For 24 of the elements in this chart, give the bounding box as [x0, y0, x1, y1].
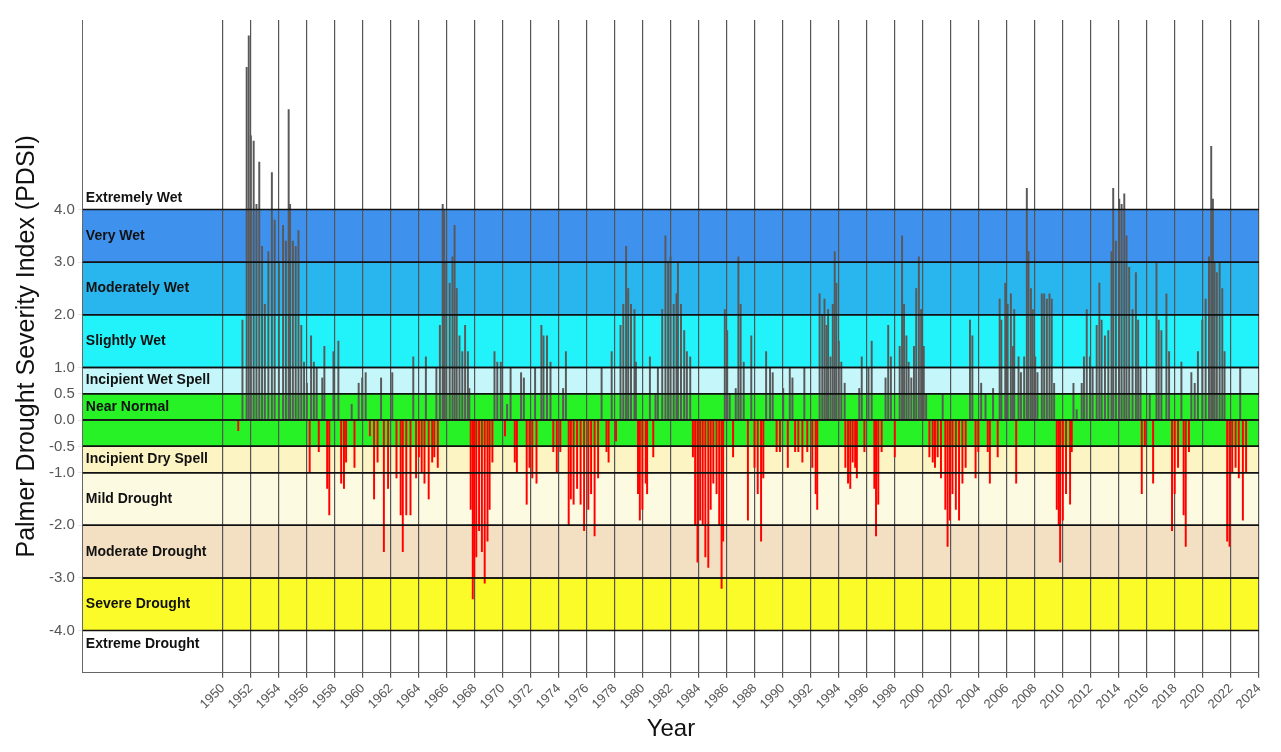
y-tick-label: -3.0 — [48, 568, 75, 586]
band-label: Incipient Dry Spell — [85, 450, 208, 467]
y-axis-title: Palmer Drought Severity Index (PDSI) — [10, 135, 39, 558]
band-label: Slightly Wet — [85, 331, 167, 348]
y-tick-label: 2.0 — [53, 304, 75, 322]
y-tick-label: 4.0 — [53, 199, 75, 217]
y-tick-label: -2.0 — [48, 515, 75, 533]
band-label: Incipient Wet Spell — [85, 371, 211, 388]
y-tick-label: 1.0 — [53, 357, 75, 375]
y-tick-label: 0.5 — [53, 383, 75, 401]
annotation: Extremely Wet — [85, 189, 183, 206]
y-tick-label: 0.0 — [53, 410, 75, 428]
y-tick-label: -0.5 — [48, 436, 75, 454]
band-label: Moderate Drought — [85, 542, 207, 559]
band-label: Moderately Wet — [85, 279, 190, 296]
y-tick-label: 3.0 — [53, 252, 75, 270]
band-label: Very Wet — [85, 226, 146, 243]
annotation: Extreme Drought — [85, 635, 200, 652]
y-tick-label: -4.0 — [48, 620, 75, 638]
x-axis-title: Year — [646, 714, 696, 742]
band-label: Severe Drought — [85, 595, 191, 612]
y-tick-label: -1.0 — [48, 462, 75, 480]
band-label: Mild Drought — [85, 489, 173, 506]
band-label: Near Normal — [85, 397, 170, 414]
